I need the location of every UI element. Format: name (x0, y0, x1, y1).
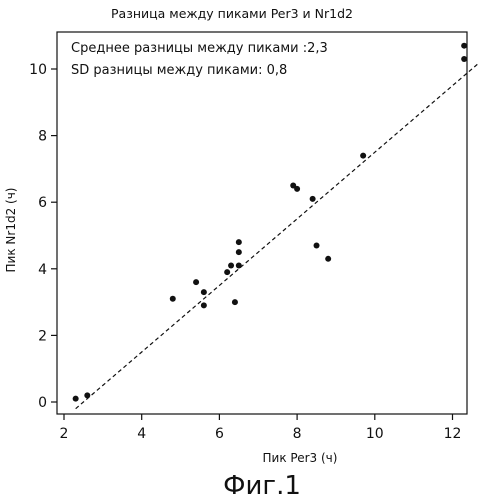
data-point (228, 262, 235, 269)
data-point (325, 255, 332, 262)
data-point (294, 185, 301, 192)
y-tick-label: 2 (38, 328, 47, 344)
x-tick-label: 4 (137, 426, 146, 442)
data-point (235, 262, 242, 269)
data-point (290, 182, 297, 189)
y-tick-label: 10 (29, 62, 47, 78)
data-point (72, 395, 79, 402)
annotation-sd-difference: SD разницы между пиками: 0,8 (71, 63, 287, 78)
data-point (461, 42, 468, 49)
data-point (461, 56, 468, 63)
trend-line (75, 63, 478, 410)
data-point (235, 239, 242, 246)
y-tick-label: 0 (38, 395, 47, 411)
data-point (200, 302, 207, 309)
y-axis-label: Пик Nr1d2 (ч) (4, 188, 18, 273)
x-tick-label: 2 (60, 426, 69, 442)
data-point (309, 195, 316, 202)
y-tick-label: 4 (38, 262, 47, 278)
x-tick-label: 6 (215, 426, 224, 442)
data-point (235, 249, 242, 256)
data-points (72, 42, 468, 402)
figure-caption: Фиг.1 (223, 471, 301, 500)
y-axis-ticks: 0 2 4 6 8 10 (29, 62, 57, 411)
data-point (360, 152, 367, 159)
annotation-mean-difference: Среднее разницы между пиками :2,3 (71, 41, 328, 56)
data-point (193, 279, 200, 286)
data-point (224, 269, 231, 276)
data-point (231, 299, 238, 306)
data-point (169, 295, 176, 302)
x-tick-label: 10 (366, 426, 384, 442)
x-axis-ticks: 2 4 6 8 10 12 (60, 414, 462, 442)
data-point (84, 392, 91, 399)
data-point (313, 242, 320, 249)
x-axis-label: Пик Per3 (ч) (263, 451, 338, 465)
plot-frame (56, 31, 468, 415)
y-tick-label: 6 (38, 195, 47, 211)
x-tick-label: 8 (293, 426, 302, 442)
y-tick-label: 8 (38, 129, 47, 145)
data-point (200, 289, 207, 296)
x-tick-label: 12 (444, 426, 462, 442)
chart-title: Разница между пиками Per3 и Nr1d2 (111, 6, 353, 21)
